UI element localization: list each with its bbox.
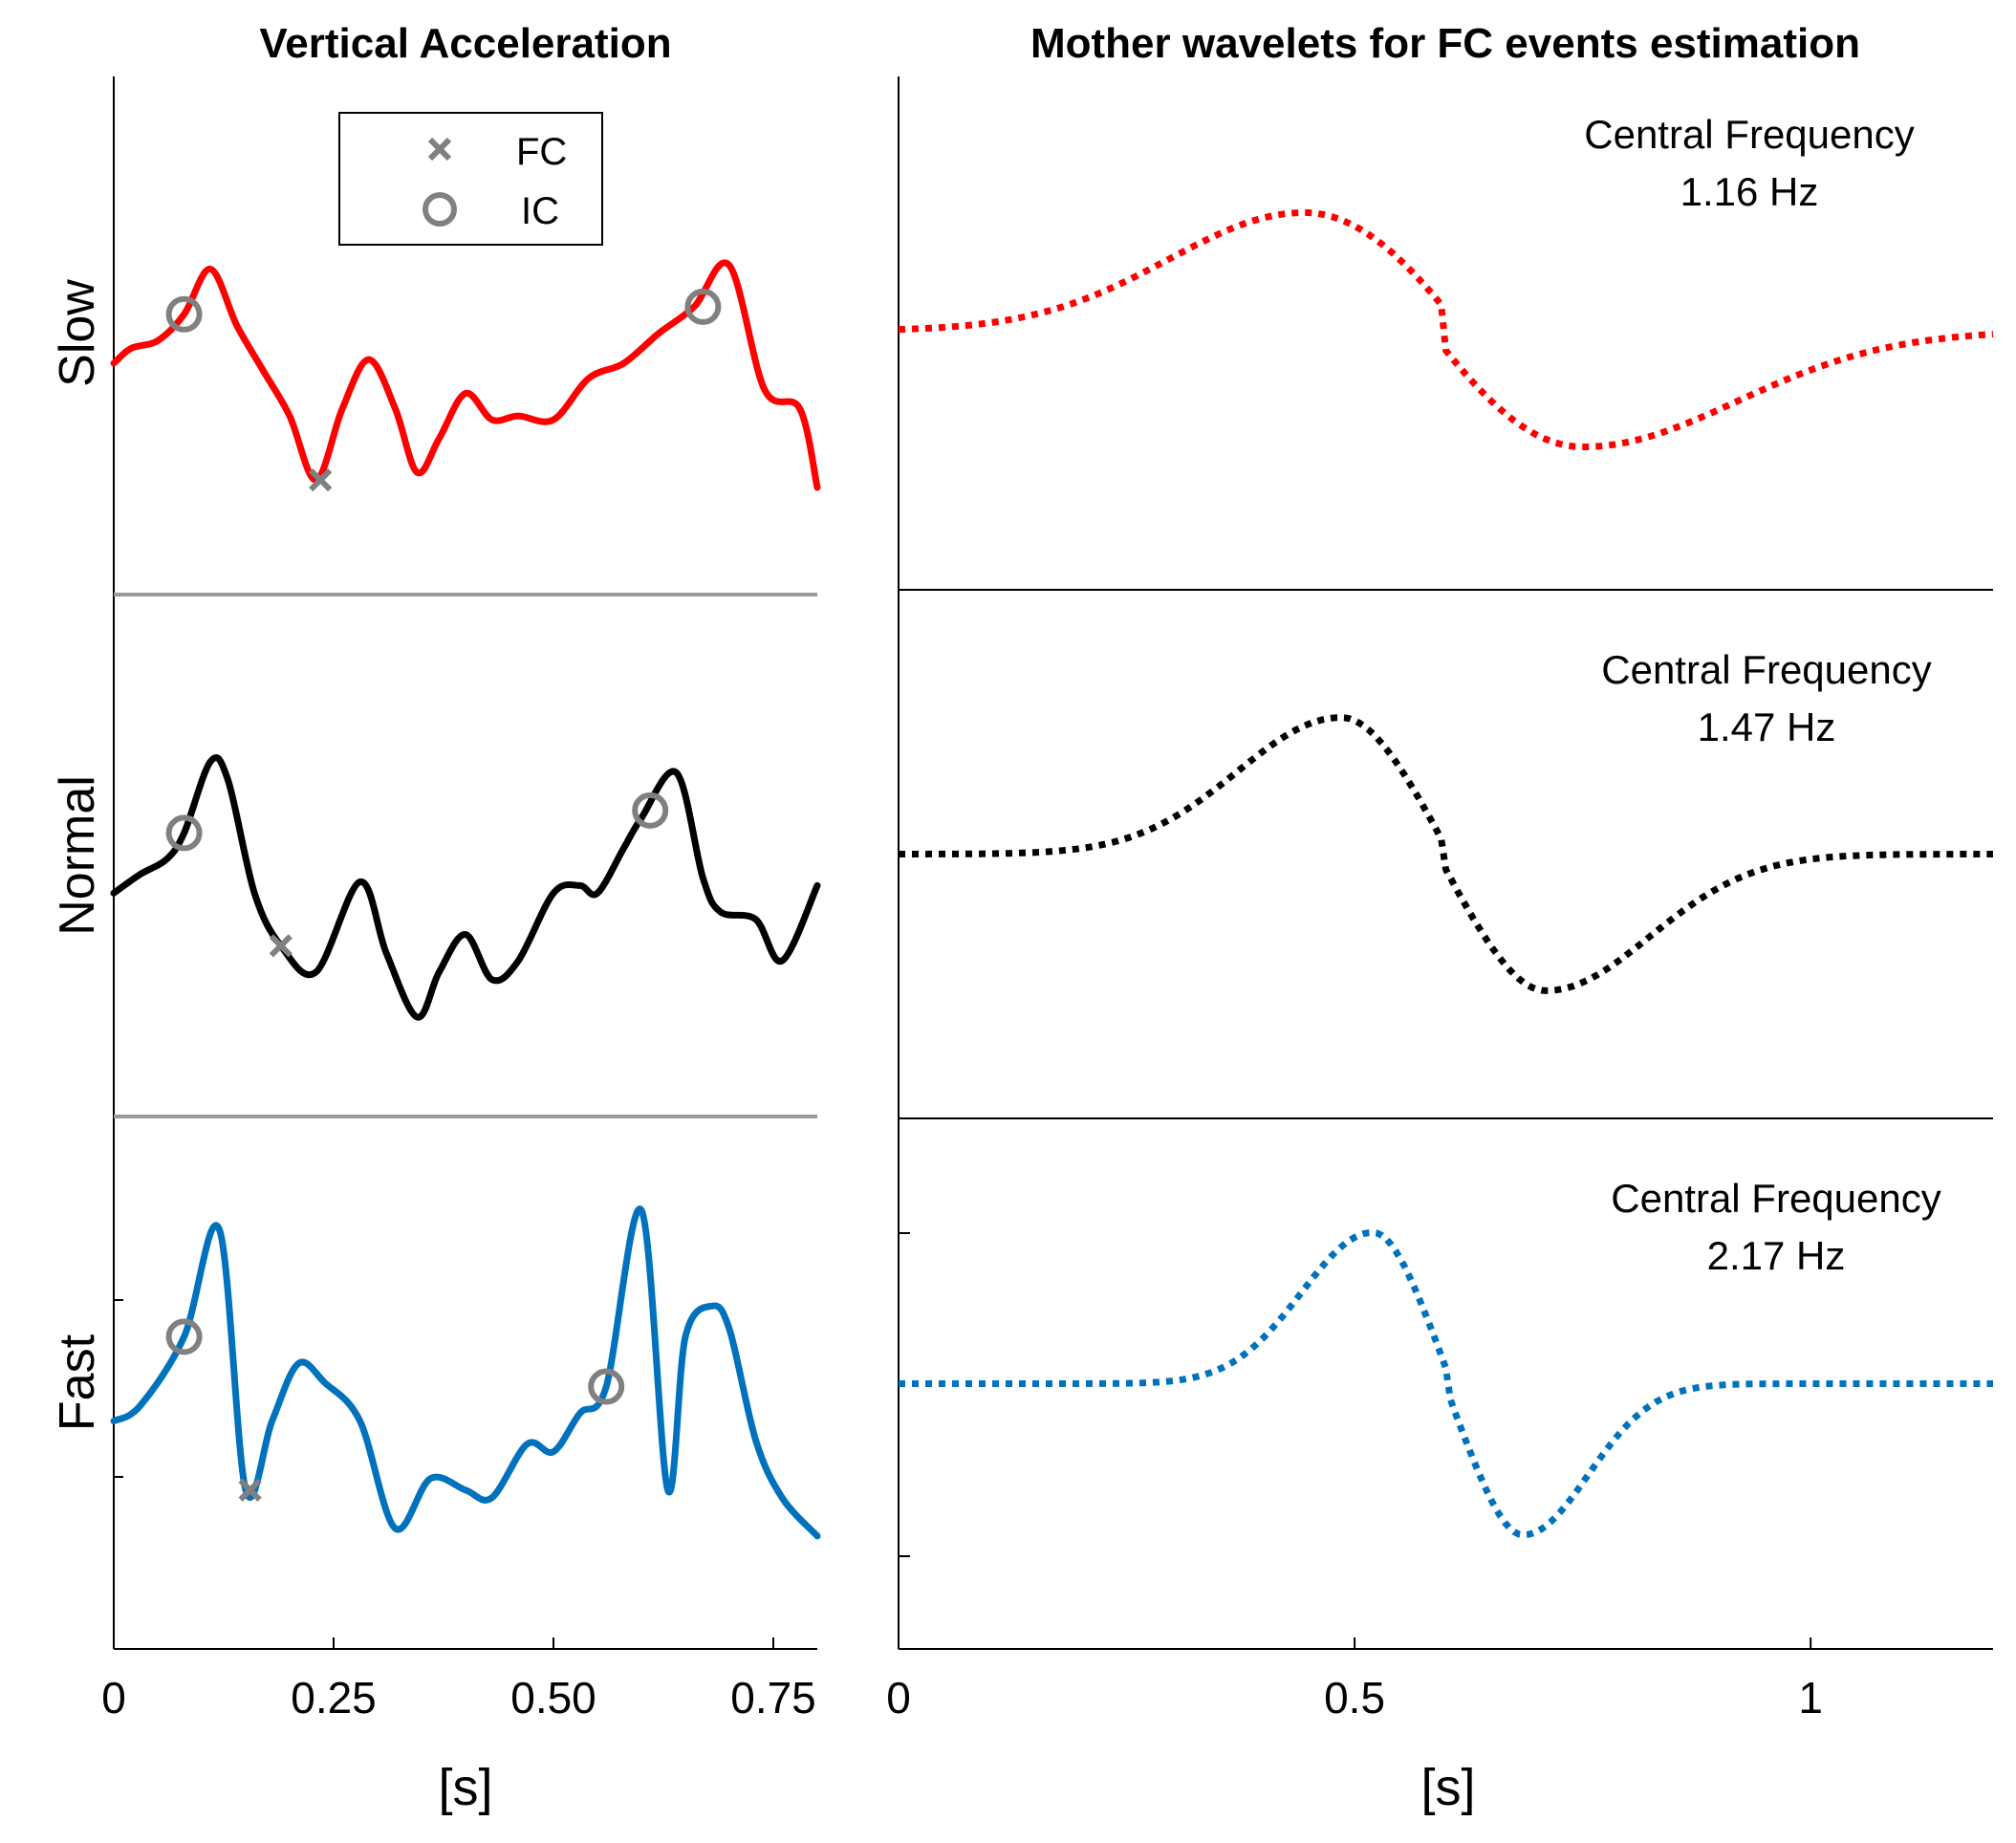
central-frequency-value: 1.47 Hz [1698, 705, 1836, 749]
fc-event-marker [269, 934, 293, 958]
legend-box [338, 112, 603, 246]
central-frequency-label: Central Frequency [1611, 1176, 1941, 1221]
right-x-tick-label: 0.5 [1324, 1673, 1385, 1723]
right-x-axis-label: [s] [1420, 1759, 1475, 1816]
right-x-tick-label: 0 [886, 1673, 911, 1723]
left-x-tick-label: 0.25 [291, 1673, 377, 1723]
row-label-slow: Slow [50, 279, 105, 387]
fc-event-marker [309, 467, 333, 492]
chart-layer: Vertical Acceleration Mother wavelets for… [50, 20, 1994, 1816]
wavelet-series-normal [899, 714, 1993, 994]
right-x-tick-label: 1 [1798, 1673, 1823, 1723]
legend-fc-label: FC [516, 131, 567, 173]
ic-event-marker [165, 295, 203, 333]
acceleration-series-normal [110, 754, 821, 1021]
row-label-fast: Fast [50, 1333, 105, 1431]
ic-event-marker [632, 791, 669, 829]
left-x-tick-label: 0.50 [510, 1673, 596, 1723]
left-x-axis-label: [s] [438, 1759, 492, 1816]
acceleration-series-slow [110, 259, 821, 491]
central-frequency-value: 2.17 Hz [1707, 1233, 1846, 1278]
fc-event-marker [238, 1478, 262, 1502]
ic-event-marker [165, 814, 203, 852]
row-label-normal: Normal [50, 775, 105, 936]
legend-ic-marker [423, 192, 457, 227]
central-frequency-label: Central Frequency [1584, 112, 1915, 157]
ic-event-marker [684, 288, 722, 325]
right-panel-title: Mother wavelets for FC events estimation [1030, 20, 1860, 67]
wavelet-series-slow [898, 208, 1994, 450]
left-panel-title: Vertical Acceleration [259, 20, 671, 67]
ic-event-marker [588, 1368, 625, 1405]
left-x-tick-label: 0 [101, 1673, 126, 1723]
central-frequency-value: 1.16 Hz [1680, 169, 1819, 214]
acceleration-series-fast [110, 1205, 821, 1540]
ic-event-marker [165, 1318, 203, 1355]
legend-ic-label: IC [521, 190, 559, 232]
central-frequency-label: Central Frequency [1601, 647, 1932, 692]
left-x-tick-label: 0.75 [730, 1673, 816, 1723]
legend-fc-marker [427, 137, 452, 162]
